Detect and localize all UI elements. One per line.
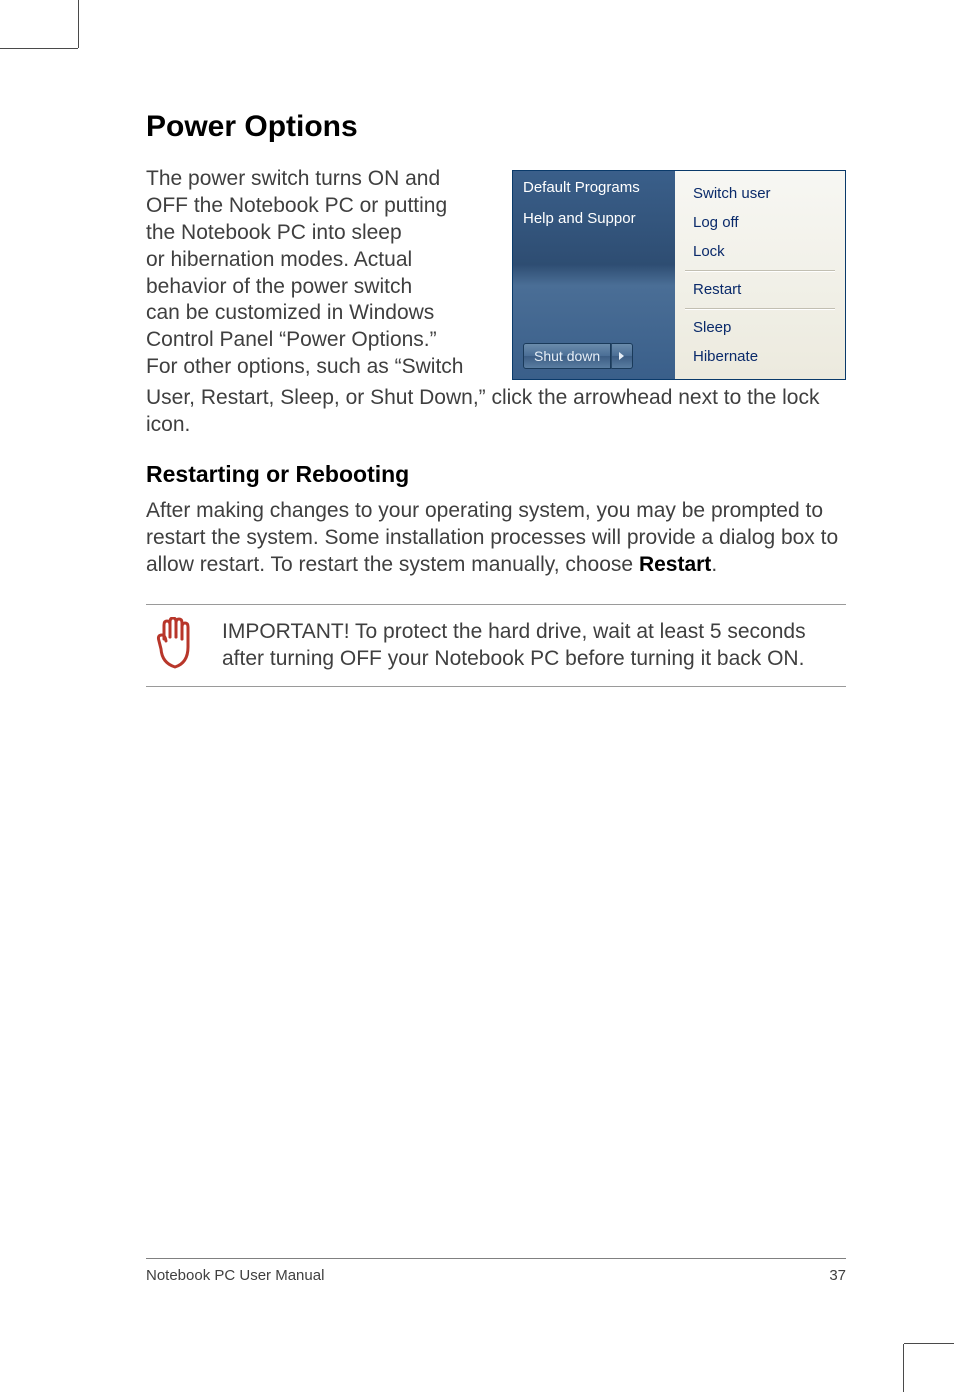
screenshot-inner: Default Programs Help and Suppor Shut do… (513, 171, 845, 379)
important-note: IMPORTANT! To protect the hard drive, wa… (146, 617, 846, 674)
menu-item-hibernate[interactable]: Hibernate (675, 342, 845, 371)
intro-paragraph: The power switch turns ON and OFF the No… (146, 166, 490, 381)
subheading: Restarting or Rebooting (146, 461, 846, 488)
start-menu-screenshot: Default Programs Help and Suppor Shut do… (512, 170, 846, 380)
intro-line: can be customized in Windows (146, 301, 434, 324)
menu-item-sleep[interactable]: Sleep (675, 313, 845, 342)
note-text: IMPORTANT! To protect the hard drive, wa… (222, 617, 846, 673)
power-submenu: Switch user Log off Lock Restart Sleep H… (675, 171, 845, 379)
footer-left: Notebook PC User Manual (146, 1267, 324, 1284)
start-menu-links: Default Programs Help and Suppor (523, 179, 675, 227)
intro-line: or hibernation modes. Actual (146, 248, 412, 271)
restart-paragraph: After making changes to your operating s… (146, 498, 846, 579)
crop-mark (0, 48, 78, 49)
menu-item-log-off[interactable]: Log off (675, 208, 845, 237)
intro-line: The power switch turns ON and (146, 167, 440, 190)
menu-separator (685, 308, 835, 309)
menu-item-lock[interactable]: Lock (675, 237, 845, 266)
page-title: Power Options (146, 110, 846, 144)
menu-separator (685, 270, 835, 271)
start-menu-link[interactable]: Help and Suppor (523, 210, 675, 227)
intro-line: Control Panel “Power Options.” (146, 328, 437, 351)
menu-item-restart[interactable]: Restart (675, 275, 845, 304)
start-menu-left-pane: Default Programs Help and Suppor Shut do… (513, 171, 675, 379)
intro-continuation: User, Restart, Sleep, or Shut Down,” cli… (146, 385, 846, 439)
intro-row: The power switch turns ON and OFF the No… (146, 166, 846, 381)
crop-mark (903, 1344, 904, 1392)
shutdown-split-button[interactable]: Shut down (523, 343, 675, 369)
intro-line: behavior of the power switch (146, 275, 412, 298)
note-divider (146, 686, 846, 687)
crop-mark (904, 1343, 954, 1344)
intro-line: OFF the Notebook PC or putting (146, 194, 447, 217)
shutdown-arrow-button[interactable] (611, 343, 633, 369)
intro-line: For other options, such as “Switch (146, 355, 463, 378)
chevron-right-icon (618, 351, 626, 361)
note-divider (146, 604, 846, 605)
footer-page-number: 37 (829, 1267, 846, 1284)
para-text: After making changes to your operating s… (146, 499, 838, 576)
start-menu-link[interactable]: Default Programs (523, 179, 675, 196)
page-footer: Notebook PC User Manual 37 (146, 1258, 846, 1284)
para-bold: Restart (639, 553, 711, 576)
menu-item-switch-user[interactable]: Switch user (675, 179, 845, 208)
crop-mark (78, 0, 79, 48)
shutdown-button[interactable]: Shut down (523, 343, 611, 369)
page-content: Power Options The power switch turns ON … (146, 110, 846, 687)
para-text: . (711, 553, 717, 576)
hand-stop-icon (152, 617, 196, 674)
intro-line: the Notebook PC into sleep (146, 221, 402, 244)
